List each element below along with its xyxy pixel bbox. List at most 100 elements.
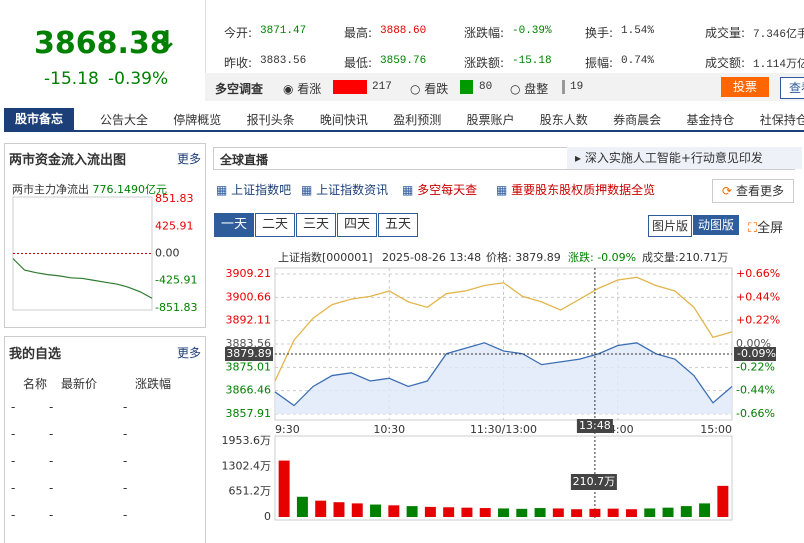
stat-value: -15.18 <box>512 55 552 67</box>
day-tab[interactable]: 四天 <box>337 213 377 237</box>
nav-active[interactable]: 股市备忘 <box>4 108 74 130</box>
y-tick-label: 3883.56 <box>226 337 272 350</box>
cell: - <box>11 400 16 414</box>
more-link[interactable]: 更多 <box>177 152 202 166</box>
y-tick-label: 3909.21 <box>226 267 272 280</box>
day-tab[interactable]: 五天 <box>378 213 418 237</box>
link-text: 上证指数吧 <box>231 183 292 197</box>
volume-bar <box>315 500 327 517</box>
volume-frame <box>274 435 733 521</box>
option: 看涨 <box>297 82 322 96</box>
nav-item[interactable]: 晚间快讯 <box>319 113 368 127</box>
volume-bar <box>278 460 290 517</box>
link-text: 重要股东股权质押数据全览 <box>511 183 656 197</box>
stat-value: 3859.76 <box>380 55 427 67</box>
y2-tick-label: -0.66% <box>736 407 775 420</box>
day-tab[interactable]: 三天 <box>296 213 336 237</box>
more-text: 查看更多 <box>735 184 784 198</box>
survey-bar: 多空调查 ◉ 看涨 217 ○ 看跌 80 ○ 盘整 19 投票 查看 <box>205 73 804 101</box>
nav-item[interactable]: 盈利预测 <box>393 113 442 127</box>
stat-value: 3871.47 <box>260 25 307 37</box>
plot-frame <box>274 267 733 421</box>
stat-label: 昨收: <box>224 56 253 70</box>
volume-bar <box>461 507 473 517</box>
cell: - <box>49 400 54 414</box>
amount: 776.1490亿元 <box>92 183 168 196</box>
chart-info: 价格: 3879.89 <box>486 250 561 264</box>
volume-bar <box>498 508 509 517</box>
option: 看跌 <box>424 82 449 96</box>
volume-bar <box>717 485 729 517</box>
stat-label: 振幅: <box>585 56 614 70</box>
count: 19 <box>570 81 584 93</box>
y2-tick-label: -0.44% <box>736 384 775 397</box>
radio-down[interactable]: ○ 看跌 <box>410 82 449 96</box>
cursor-box <box>734 347 776 362</box>
column-header: 涨跌幅 <box>135 377 172 391</box>
headline-text: 深入实施人工智能+行动意见印发 <box>584 151 763 165</box>
link[interactable]: ▦ 重要股东股权质押数据全览 <box>496 183 656 197</box>
stat-value: 3883.56 <box>260 55 307 67</box>
cell: - <box>123 481 128 495</box>
y2-tick-label: 0.00% <box>736 337 771 350</box>
link[interactable]: ▦ 多空每天查 <box>402 183 478 197</box>
view-tab[interactable]: 图片版 <box>648 215 692 237</box>
day-tab[interactable]: 二天 <box>255 213 295 237</box>
cursor-box <box>576 419 613 433</box>
chart-info: 上证指数[000001] <box>278 250 373 264</box>
count: 80 <box>479 81 493 93</box>
nav-item[interactable]: 报刊头条 <box>246 113 295 127</box>
nav-item[interactable]: 公告大全 <box>100 113 149 127</box>
cursor-pct: -0.09% <box>737 347 776 360</box>
stat-label: 成交量: <box>705 26 746 40</box>
volume-bar <box>680 506 692 517</box>
flat-bar <box>562 80 565 94</box>
nav-item[interactable]: 券商晨会 <box>613 113 662 127</box>
cell: - <box>11 454 16 468</box>
link-text: 上证指数资讯 <box>316 183 389 197</box>
cell: - <box>49 508 54 522</box>
nav-item[interactable]: 股东人数 <box>539 113 588 127</box>
volume-bar <box>644 508 656 517</box>
chart-info: 2025-08-26 13:48 <box>382 251 481 264</box>
nav-item[interactable]: 股票账户 <box>466 113 515 127</box>
headline[interactable]: ▸ 深入实施人工智能+行动意见印发 <box>567 147 802 169</box>
radio-flat[interactable]: ○ 盘整 <box>510 82 549 96</box>
cursor-box <box>225 347 273 362</box>
volume-bar <box>699 503 711 517</box>
down-arrow: ↓ <box>156 26 178 56</box>
link[interactable]: ▦ 上证指数资讯 <box>301 183 389 197</box>
stat-label: 最高: <box>344 26 373 40</box>
cell: - <box>123 400 128 414</box>
stat-label: 换手: <box>585 26 614 40</box>
radio-up[interactable]: ◉ 看涨 <box>283 82 322 96</box>
y2-tick-label: +0.22% <box>736 314 780 327</box>
link[interactable]: ▦ 上证指数吧 <box>216 183 292 197</box>
down-bar <box>460 80 473 94</box>
nav-item[interactable]: 基金持仓 <box>686 113 735 127</box>
cell: - <box>123 454 128 468</box>
quote-box: 3868.38 ↓ -15.18 -0.39% <box>0 0 206 100</box>
nav-item[interactable]: 停牌概览 <box>173 113 222 127</box>
view-tab[interactable]: 动图版 <box>693 215 739 235</box>
option: 盘整 <box>524 82 549 96</box>
nav-item[interactable]: 社保持仓 <box>759 113 804 127</box>
view-button[interactable]: 查看 <box>780 77 804 99</box>
fullscreen[interactable]: ⛶全屏 <box>748 221 784 236</box>
stat-label: 涨跌幅: <box>464 26 505 40</box>
volume-bar <box>406 506 418 517</box>
volume-bar <box>625 509 637 517</box>
cell: - <box>11 427 16 441</box>
x-tick-label: 10:30 <box>373 423 405 436</box>
more-button[interactable]: ⟳ 查看更多 <box>712 179 794 203</box>
count: 217 <box>372 81 392 93</box>
day-tab[interactable]: 一天 <box>214 213 254 237</box>
cell: - <box>123 508 128 522</box>
change-pct: -0.39% <box>108 69 169 89</box>
stat-value: 0.74% <box>621 55 655 67</box>
more-link[interactable]: 更多 <box>177 346 202 360</box>
volume-tick-label: 1953.6万 <box>222 434 272 447</box>
volume-bar <box>516 508 528 517</box>
price: 3868.38 <box>34 26 171 61</box>
vote-button[interactable]: 投票 <box>721 77 769 97</box>
